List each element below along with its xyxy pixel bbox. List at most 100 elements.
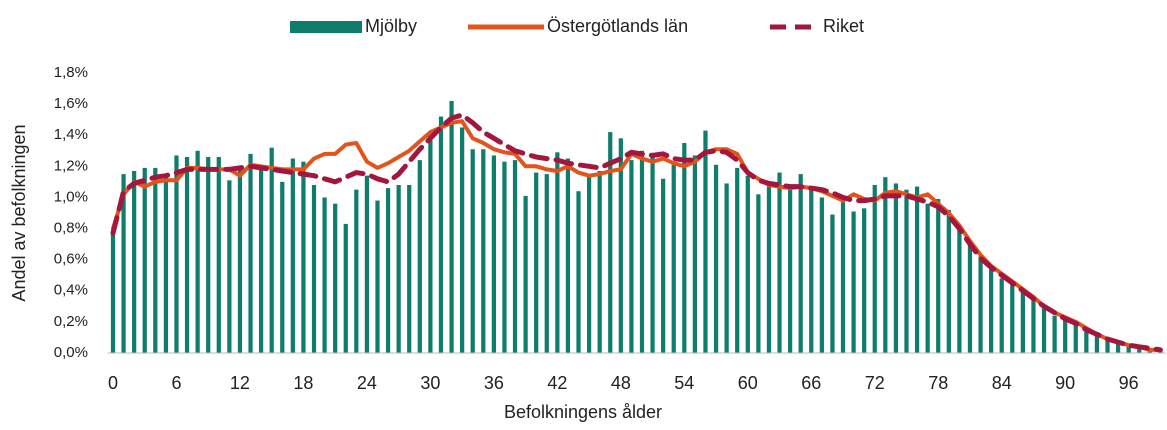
bar <box>576 191 581 353</box>
bar <box>184 157 190 353</box>
bar <box>174 155 179 353</box>
x-axis-label: Befolkningens ålder <box>504 402 662 422</box>
x-tick-label: 72 <box>865 373 885 393</box>
y-axis-label: Andel av befolkningen <box>9 124 29 301</box>
bar <box>777 172 782 353</box>
bar <box>1084 329 1089 353</box>
bar <box>206 157 211 353</box>
bar <box>565 158 571 353</box>
legend-label: Östergötlands län <box>547 16 688 36</box>
bar <box>608 132 613 353</box>
bar <box>724 183 729 353</box>
bar <box>629 160 634 353</box>
bar <box>618 138 623 353</box>
x-tick-label: 48 <box>611 373 631 393</box>
y-tick-label: 1,6% <box>54 95 88 112</box>
y-tick-label: 0,2% <box>54 313 88 330</box>
bar <box>946 209 951 353</box>
bar <box>534 172 539 353</box>
x-tick-label: 60 <box>738 373 758 393</box>
bar <box>1073 323 1078 353</box>
x-tick-label: 90 <box>1055 373 1075 393</box>
bar <box>110 230 116 353</box>
bar <box>544 174 549 353</box>
bar <box>671 164 676 353</box>
bar <box>756 194 761 353</box>
bar <box>883 177 888 353</box>
bar <box>1052 315 1057 353</box>
x-tick-label: 30 <box>420 373 440 393</box>
bar <box>735 167 740 353</box>
bar <box>153 167 158 353</box>
bar <box>333 203 338 353</box>
bar <box>872 185 877 353</box>
bar <box>745 175 750 353</box>
bar <box>354 189 359 353</box>
bar <box>460 127 465 353</box>
bar <box>1137 346 1142 353</box>
y-tick-label: 1,8% <box>54 64 88 81</box>
bar <box>692 155 698 353</box>
x-tick-label: 78 <box>928 373 948 393</box>
y-tick-label: 0,0% <box>54 344 88 361</box>
bar <box>1031 298 1036 353</box>
legend-label: Mjölby <box>365 16 417 36</box>
bar <box>967 241 973 353</box>
bar <box>163 174 169 353</box>
bar <box>1094 335 1100 353</box>
bar <box>322 197 327 353</box>
bar <box>936 199 941 353</box>
bar <box>925 203 930 353</box>
line <box>110 112 1163 353</box>
bar <box>661 178 666 353</box>
bar <box>470 149 475 353</box>
bar <box>1020 292 1025 353</box>
bar <box>142 167 147 353</box>
x-tick-label: 12 <box>230 373 250 393</box>
x-tick-label: 24 <box>357 373 377 393</box>
bar <box>999 278 1004 353</box>
y-tick-label: 0,4% <box>54 282 88 299</box>
bar <box>809 189 814 353</box>
bar <box>290 158 295 353</box>
bar <box>978 256 983 353</box>
x-tick-label: 36 <box>484 373 504 393</box>
bar <box>830 214 835 353</box>
bar <box>301 161 306 353</box>
bar <box>703 130 708 353</box>
bar <box>639 150 645 353</box>
bar <box>766 186 772 353</box>
bar <box>555 152 560 353</box>
bar <box>227 180 232 353</box>
bar <box>407 185 412 353</box>
y-tick-label: 1,0% <box>54 188 88 205</box>
bar <box>364 175 370 353</box>
x-tick-label: 96 <box>1119 373 1139 393</box>
bar <box>121 174 126 353</box>
bar <box>840 202 846 353</box>
bar <box>502 161 507 353</box>
x-tick-label: 6 <box>171 373 181 393</box>
bar <box>258 166 264 353</box>
legend-swatch <box>290 21 362 33</box>
bar <box>1126 345 1131 353</box>
bar <box>491 155 496 353</box>
x-tick-label: 0 <box>108 373 118 393</box>
x-tick-label: 18 <box>293 373 313 393</box>
y-tick-label: 1,2% <box>54 157 88 174</box>
bar <box>269 147 274 353</box>
bar <box>512 160 518 353</box>
legend-label: Riket <box>823 16 864 36</box>
x-tick-label: 66 <box>801 373 821 393</box>
x-tick-label: 42 <box>547 373 567 393</box>
bar <box>586 174 592 353</box>
bar <box>343 223 348 353</box>
y-tick-label: 1,4% <box>54 126 88 143</box>
bar <box>798 174 803 353</box>
bar <box>862 208 867 353</box>
bar <box>713 164 719 353</box>
bar <box>957 225 962 353</box>
bar <box>248 153 253 353</box>
x-tick-label: 84 <box>992 373 1012 393</box>
bar <box>523 195 528 353</box>
